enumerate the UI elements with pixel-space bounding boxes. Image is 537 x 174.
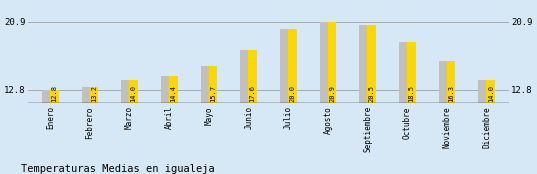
Text: 18.5: 18.5 — [408, 85, 415, 102]
Text: 13.2: 13.2 — [91, 85, 97, 102]
Bar — [439, 61, 450, 103]
Bar — [487, 80, 495, 103]
Bar — [129, 80, 138, 103]
Bar — [90, 87, 98, 103]
Bar — [407, 42, 416, 103]
Bar — [359, 25, 371, 103]
Bar — [248, 50, 257, 103]
Text: 17.6: 17.6 — [250, 85, 256, 102]
Bar — [320, 22, 331, 103]
Text: 20.9: 20.9 — [329, 85, 335, 102]
Bar — [367, 25, 376, 103]
Text: 16.3: 16.3 — [448, 85, 454, 102]
Bar — [399, 42, 410, 103]
Bar — [169, 77, 178, 103]
Text: 20.5: 20.5 — [369, 85, 375, 102]
Text: Temperaturas Medias en igualeja: Temperaturas Medias en igualeja — [21, 164, 215, 174]
Bar — [478, 80, 490, 103]
Bar — [121, 80, 133, 103]
Text: 14.0: 14.0 — [488, 85, 494, 102]
Text: 15.7: 15.7 — [210, 85, 216, 102]
Bar — [280, 29, 291, 103]
Text: 14.4: 14.4 — [170, 85, 176, 102]
Text: 20.0: 20.0 — [289, 85, 295, 102]
Bar — [208, 66, 217, 103]
Bar — [201, 66, 212, 103]
Bar — [447, 61, 455, 103]
Bar — [288, 29, 296, 103]
Bar — [328, 22, 336, 103]
Bar — [82, 87, 93, 103]
Text: 14.0: 14.0 — [130, 85, 136, 102]
Bar — [50, 90, 59, 103]
Bar — [241, 50, 251, 103]
Text: 12.8: 12.8 — [51, 85, 57, 102]
Bar — [42, 90, 53, 103]
Bar — [161, 77, 172, 103]
